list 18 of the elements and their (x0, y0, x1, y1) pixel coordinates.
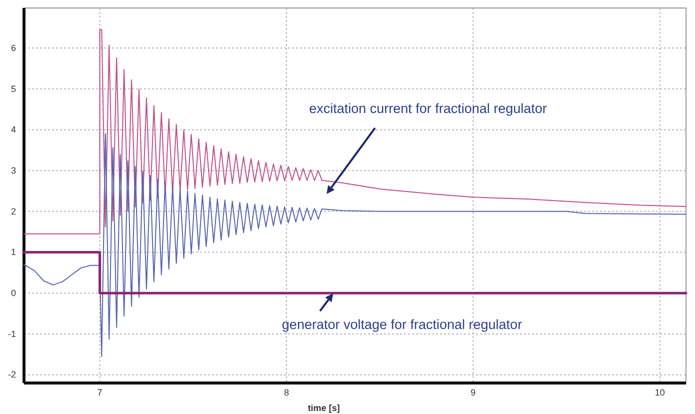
y-tick-label: 2 (10, 206, 16, 216)
line-series (24, 133, 686, 357)
x-axis-title: time [s] (308, 403, 340, 413)
x-tick-label: 10 (654, 387, 665, 398)
x-tick-label: 9 (470, 387, 476, 398)
y-tick-label: -1 (8, 328, 16, 339)
y-tick-label: 0 (10, 288, 16, 298)
x-tick-label: 7 (97, 387, 102, 398)
annotation: generator voltage for fractional regulator (282, 317, 523, 332)
annotation: excitation current for fractional regulator (309, 101, 548, 116)
y-tick-label: 1 (10, 247, 16, 258)
y-tick-label: 4 (10, 124, 16, 135)
y-tick-label: 5 (10, 84, 16, 94)
x-tick-label: 8 (284, 387, 289, 398)
line-series (24, 29, 686, 234)
y-tick-label: 6 (10, 42, 16, 53)
y-tick-label: 3 (10, 165, 16, 176)
y-tick-label: -2 (8, 370, 16, 380)
